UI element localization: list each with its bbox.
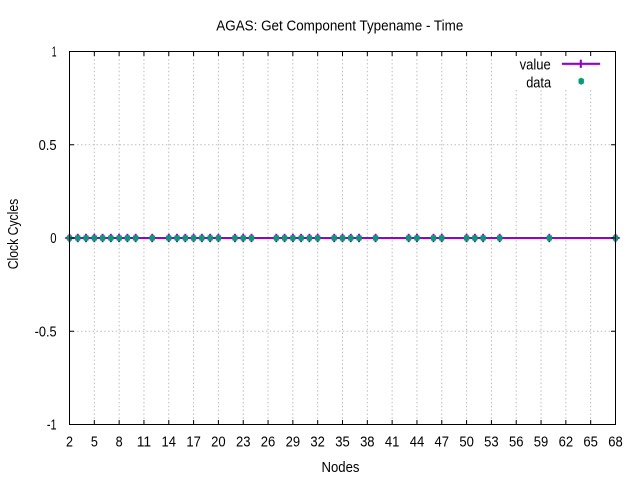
svg-text:26: 26: [261, 435, 276, 451]
svg-text:0: 0: [50, 231, 56, 247]
svg-text:41: 41: [385, 435, 400, 451]
svg-text:5: 5: [91, 435, 98, 451]
svg-text:-0.5: -0.5: [35, 324, 57, 340]
svg-text:44: 44: [410, 435, 425, 451]
svg-text:14: 14: [162, 435, 177, 451]
svg-text:8: 8: [116, 435, 123, 451]
svg-text:value: value: [520, 57, 551, 73]
svg-text:0.5: 0.5: [39, 138, 57, 154]
svg-text:11: 11: [137, 435, 152, 451]
svg-text:53: 53: [484, 435, 499, 451]
svg-text:17: 17: [186, 435, 201, 451]
svg-text:-1: -1: [47, 418, 57, 434]
svg-text:20: 20: [211, 435, 226, 451]
svg-text:65: 65: [583, 435, 598, 451]
svg-text:data: data: [526, 75, 552, 91]
svg-text:47: 47: [435, 435, 450, 451]
svg-text:32: 32: [310, 435, 325, 451]
svg-text:56: 56: [509, 435, 524, 451]
svg-text:38: 38: [360, 435, 375, 451]
svg-text:AGAS: Get Component Typename -: AGAS: Get Component Typename - Time: [216, 18, 463, 34]
svg-text:2: 2: [66, 435, 73, 451]
svg-text:62: 62: [559, 435, 574, 451]
svg-text:35: 35: [335, 435, 350, 451]
svg-text:68: 68: [608, 435, 623, 451]
svg-text:29: 29: [286, 435, 301, 451]
svg-text:1: 1: [52, 45, 57, 61]
svg-text:23: 23: [236, 435, 251, 451]
svg-text:Nodes: Nodes: [322, 460, 360, 476]
svg-text:59: 59: [534, 435, 549, 451]
svg-text:50: 50: [459, 435, 474, 451]
svg-text:Clock Cycles: Clock Cycles: [6, 199, 22, 270]
